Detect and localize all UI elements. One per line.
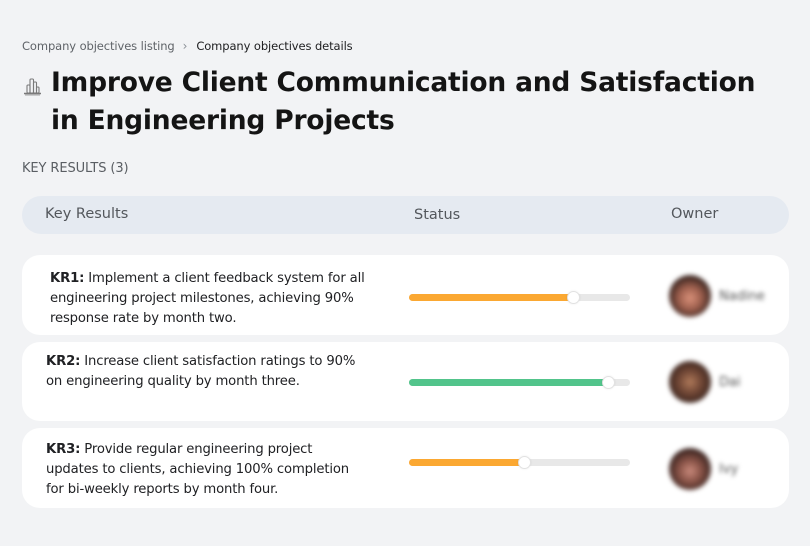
owner-cell[interactable]: Nadine — [669, 275, 765, 317]
avatar — [669, 275, 711, 317]
progress-fill — [409, 379, 608, 386]
progress-handle[interactable] — [601, 376, 615, 389]
status-progress-bar[interactable] — [409, 376, 630, 389]
owner-cell[interactable]: Ivy — [669, 448, 738, 490]
key-result-text: Increase client satisfaction ratings to … — [46, 354, 356, 389]
owner-name: Ivy — [719, 461, 739, 477]
key-result-row[interactable]: KR2: Increase client satisfaction rating… — [22, 342, 789, 421]
column-header-status: Status — [414, 207, 461, 223]
owner-name: Dai — [719, 374, 741, 390]
key-result-text: Implement a client feedback system for a… — [50, 271, 365, 326]
objective-header: Improve Client Communication and Satisfa… — [22, 64, 771, 140]
key-result-description: KR1: Implement a client feedback system … — [50, 269, 372, 329]
page-title: Improve Client Communication and Satisfa… — [51, 67, 756, 136]
key-result-description: KR2: Increase client satisfaction rating… — [46, 352, 368, 392]
key-result-text: Provide regular engineering project upda… — [46, 442, 350, 497]
avatar — [669, 448, 711, 490]
chevron-right-icon: › — [182, 39, 188, 53]
key-results-count-label: KEY RESULTS (3) — [22, 161, 129, 176]
key-result-row[interactable]: KR1: Implement a client feedback system … — [22, 255, 789, 335]
status-progress-bar[interactable] — [409, 291, 630, 304]
column-header-owner: Owner — [671, 206, 719, 222]
progress-fill — [409, 294, 573, 301]
key-result-code: KR2: — [46, 354, 81, 369]
owner-name: Nadine — [719, 288, 765, 304]
avatar — [669, 361, 711, 403]
breadcrumb-objectives-listing[interactable]: Company objectives listing — [22, 39, 175, 53]
breadcrumb-objectives-details: Company objectives details — [196, 39, 353, 53]
status-progress-bar[interactable] — [409, 456, 630, 469]
column-header-key-results: Key Results — [45, 206, 129, 222]
owner-cell[interactable]: Dai — [669, 361, 741, 403]
progress-handle[interactable] — [566, 291, 580, 304]
table-header: Key Results Status Owner — [22, 196, 789, 234]
key-result-code: KR3: — [46, 442, 81, 457]
key-result-row[interactable]: KR3: Provide regular engineering project… — [22, 428, 789, 508]
breadcrumb: Company objectives listing › Company obj… — [22, 39, 353, 53]
key-result-code: KR1: — [50, 271, 85, 286]
building-chart-icon — [24, 78, 41, 96]
progress-handle[interactable] — [517, 456, 531, 469]
key-result-description: KR3: Provide regular engineering project… — [46, 440, 368, 500]
progress-fill — [409, 459, 524, 466]
